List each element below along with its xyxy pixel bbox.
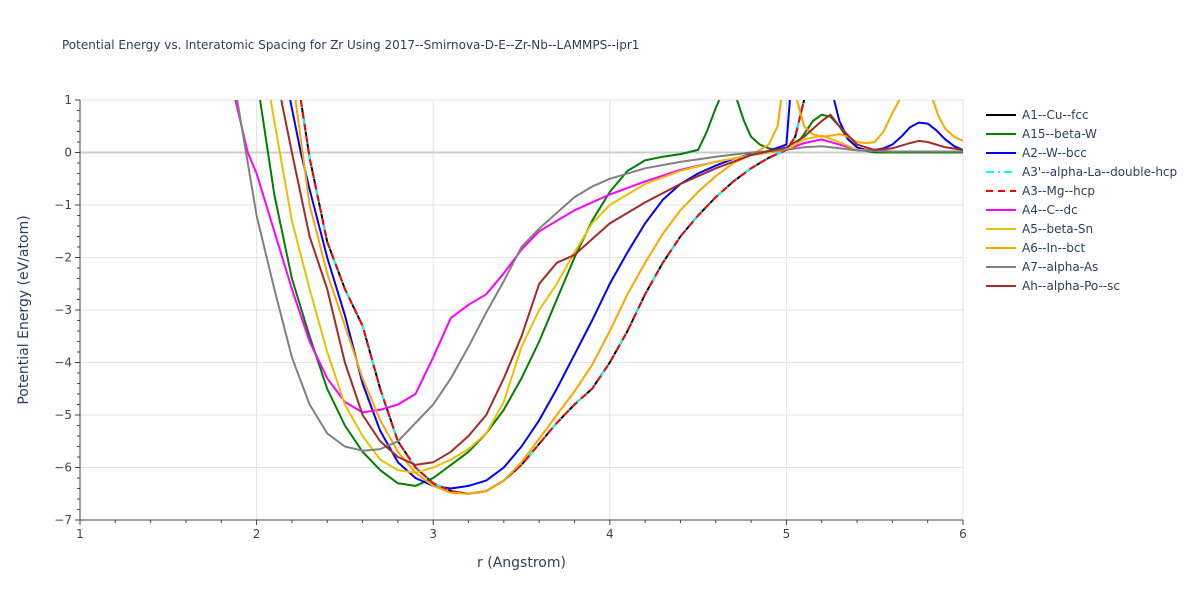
series-line-a3-mg-hcp xyxy=(299,100,806,495)
y-axis-label: Potential Energy (eV/atom) xyxy=(16,215,32,405)
legend-label: A5--beta-Sn xyxy=(1022,221,1094,236)
y-tick-label: −6 xyxy=(54,461,72,475)
legend-item[interactable]: A3'--alpha-La--double-hcp xyxy=(986,162,1177,181)
legend-label: A1--Cu--fcc xyxy=(1022,107,1089,122)
legend-swatch xyxy=(986,170,1016,173)
y-tick-label: −5 xyxy=(54,408,72,422)
legend[interactable]: A1--Cu--fcc A15--beta-W A2--W--bcc A3'--alp… xyxy=(986,105,1177,295)
legend-item[interactable]: A7--alpha-As xyxy=(986,257,1177,276)
legend-label: A7--alpha-As xyxy=(1022,259,1099,274)
series-line-ah-alpha-po-sc xyxy=(280,100,963,466)
chart-title: Potential Energy vs. Interatomic Spacing… xyxy=(62,38,640,52)
legend-swatch xyxy=(986,246,1016,249)
x-tick-label: 1 xyxy=(76,527,84,541)
series-line-a2-w-bcc xyxy=(833,100,963,151)
legend-item[interactable]: A6--In--bct xyxy=(986,238,1177,257)
legend-swatch xyxy=(986,208,1016,211)
legend-swatch xyxy=(986,151,1016,154)
legend-item[interactable]: A2--W--bcc xyxy=(986,143,1177,162)
legend-label: A3--Mg--hcp xyxy=(1022,183,1095,198)
series-line-a15-beta-w xyxy=(259,100,721,487)
plot-area xyxy=(234,100,963,495)
y-tick-label: −1 xyxy=(54,198,72,212)
y-tick-label: −4 xyxy=(54,356,72,370)
legend-swatch xyxy=(986,132,1016,135)
legend-label: A4--C--dc xyxy=(1022,202,1078,217)
y-tick-label: 1 xyxy=(64,93,72,107)
legend-swatch xyxy=(986,227,1016,230)
legend-swatch xyxy=(986,265,1016,268)
series-line-a2-w-bcc xyxy=(289,100,791,490)
x-axis-label: r (Angstrom) xyxy=(477,555,566,571)
series-line-a6-in-bct xyxy=(932,100,963,142)
y-tick-label: −7 xyxy=(54,513,72,527)
legend-label: A6--In--bct xyxy=(1022,240,1086,255)
legend-label: A2--W--bcc xyxy=(1022,145,1087,160)
legend-label: A15--beta-W xyxy=(1022,126,1097,141)
legend-label: Ah--alpha-Po--sc xyxy=(1022,278,1120,293)
legend-item[interactable]: A1--Cu--fcc xyxy=(986,105,1177,124)
y-tick-label: 0 xyxy=(64,146,72,160)
legend-item[interactable]: A5--beta-Sn xyxy=(986,219,1177,238)
legend-item[interactable]: A4--C--dc xyxy=(986,200,1177,219)
x-tick-label: 2 xyxy=(253,527,261,541)
x-tick-label: 3 xyxy=(429,527,437,541)
legend-item[interactable]: Ah--alpha-Po--sc xyxy=(986,276,1177,295)
series-line-a4-c-dc xyxy=(234,100,963,414)
y-tick-label: −2 xyxy=(54,251,72,265)
series-line-a7-alpha-as xyxy=(236,100,963,452)
legend-swatch xyxy=(986,113,1016,116)
series-line-a5-beta-sn xyxy=(269,100,963,474)
x-tick-label: 6 xyxy=(959,527,967,541)
legend-item[interactable]: A3--Mg--hcp xyxy=(986,181,1177,200)
legend-label: A3'--alpha-La--double-hcp xyxy=(1022,164,1178,179)
legend-swatch xyxy=(986,189,1016,192)
axes: 1 2 3 4 5 6 −7 −6 −5 −4 −3 −2 −1 0 1 xyxy=(54,93,967,541)
legend-item[interactable]: A15--beta-W xyxy=(986,124,1177,143)
series-line-a15-beta-w xyxy=(736,100,963,154)
grid-lines xyxy=(80,99,964,520)
x-tick-label: 4 xyxy=(606,527,614,541)
x-tick-label: 5 xyxy=(783,527,791,541)
series-line-a6-in-bct xyxy=(294,100,783,495)
legend-swatch xyxy=(986,284,1016,287)
y-tick-label: −3 xyxy=(54,303,72,317)
